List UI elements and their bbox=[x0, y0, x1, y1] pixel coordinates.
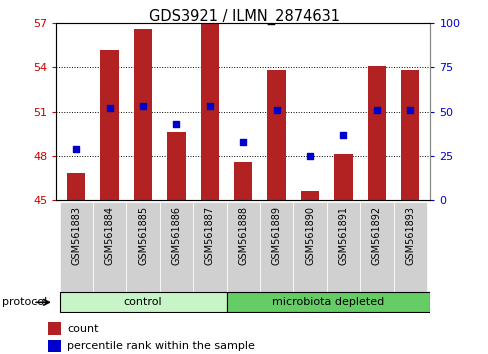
Text: GSM561890: GSM561890 bbox=[305, 206, 314, 265]
Point bbox=[239, 139, 246, 144]
Point bbox=[205, 103, 213, 109]
Text: GSM561888: GSM561888 bbox=[238, 206, 248, 265]
Bar bbox=[260, 202, 293, 292]
Bar bbox=[367, 66, 385, 200]
Point bbox=[406, 107, 413, 113]
Point bbox=[139, 103, 147, 109]
Bar bbox=[93, 202, 126, 292]
Bar bbox=[167, 132, 185, 200]
Text: GSM561893: GSM561893 bbox=[405, 206, 414, 265]
Bar bbox=[400, 70, 419, 200]
Bar bbox=[326, 202, 360, 292]
Point bbox=[172, 121, 180, 127]
Bar bbox=[60, 292, 226, 312]
Bar bbox=[267, 70, 285, 200]
Text: percentile rank within the sample: percentile rank within the sample bbox=[67, 341, 254, 351]
Bar bbox=[60, 202, 93, 292]
Text: GSM561891: GSM561891 bbox=[338, 206, 348, 265]
Bar bbox=[160, 202, 193, 292]
Point bbox=[305, 153, 313, 159]
Point bbox=[105, 105, 113, 111]
Bar bbox=[193, 202, 226, 292]
Text: GSM561884: GSM561884 bbox=[104, 206, 115, 265]
Text: GSM561887: GSM561887 bbox=[204, 206, 214, 266]
Point bbox=[72, 146, 80, 152]
Text: GSM561885: GSM561885 bbox=[138, 206, 148, 266]
Bar bbox=[126, 202, 160, 292]
Bar bbox=[393, 202, 426, 292]
Text: microbiota depleted: microbiota depleted bbox=[272, 297, 384, 307]
Bar bbox=[226, 292, 429, 312]
Point bbox=[372, 107, 380, 113]
Bar bbox=[300, 191, 319, 200]
Bar bbox=[134, 29, 152, 200]
Bar bbox=[234, 162, 252, 200]
Text: GSM561892: GSM561892 bbox=[371, 206, 381, 266]
Text: control: control bbox=[123, 297, 162, 307]
Bar bbox=[48, 322, 61, 335]
Bar bbox=[360, 202, 393, 292]
Bar bbox=[200, 23, 219, 200]
Bar bbox=[67, 173, 85, 200]
Point bbox=[272, 107, 280, 113]
Bar bbox=[226, 202, 260, 292]
Text: GSM561883: GSM561883 bbox=[71, 206, 81, 265]
Text: count: count bbox=[67, 324, 99, 333]
Text: GSM561886: GSM561886 bbox=[171, 206, 181, 265]
Text: GSM561889: GSM561889 bbox=[271, 206, 281, 265]
Bar bbox=[334, 154, 352, 200]
Text: GDS3921 / ILMN_2874631: GDS3921 / ILMN_2874631 bbox=[149, 9, 339, 25]
Bar bbox=[48, 340, 61, 352]
Text: protocol: protocol bbox=[2, 297, 48, 307]
Bar bbox=[293, 202, 326, 292]
Point bbox=[339, 132, 346, 137]
Bar bbox=[101, 50, 119, 200]
